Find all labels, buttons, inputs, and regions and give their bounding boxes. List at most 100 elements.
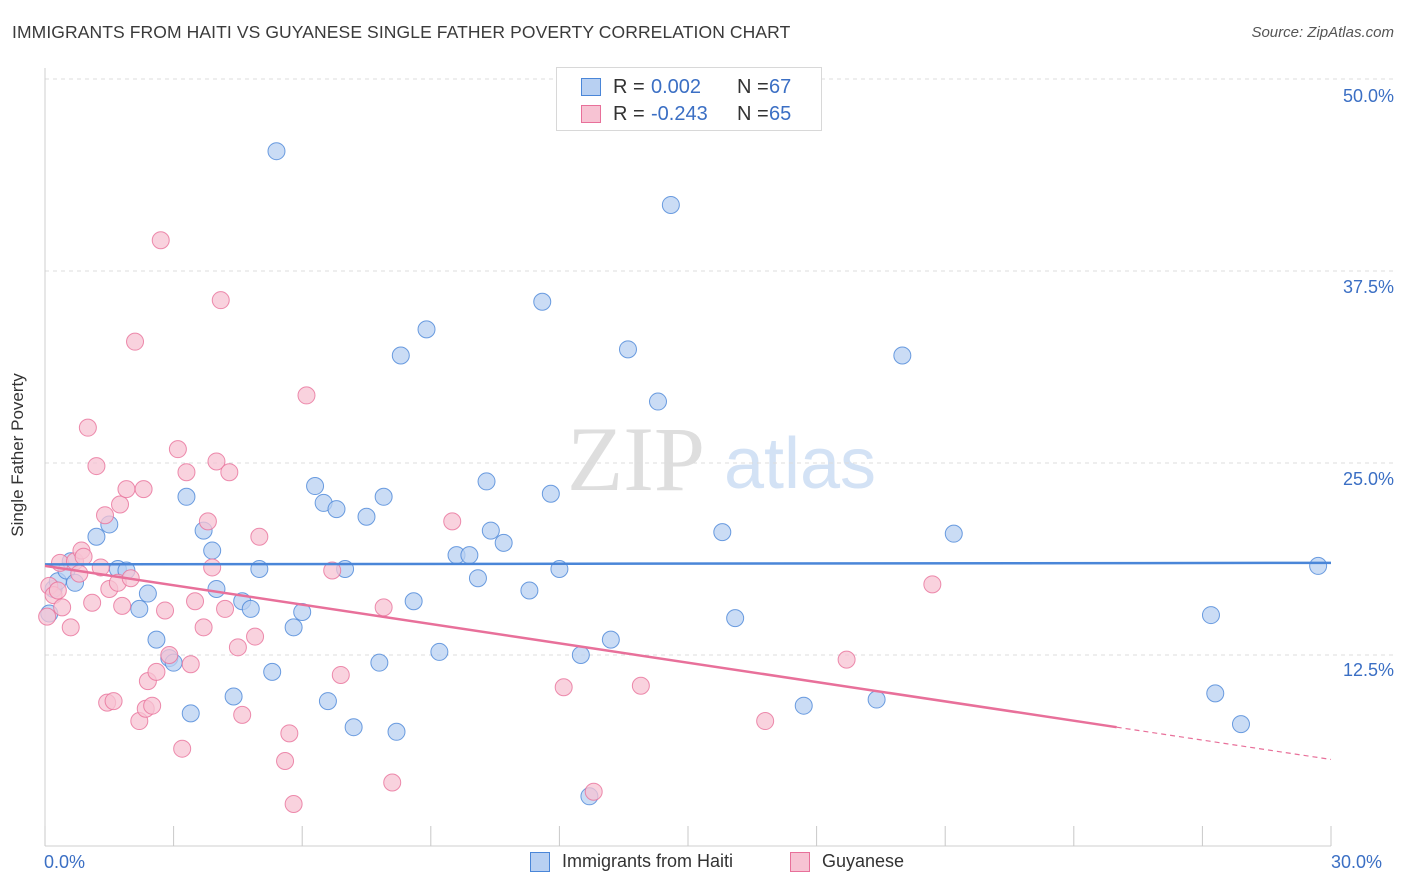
haiti-point [430,642,449,661]
haiti-point [601,630,620,649]
legend-item-haiti[interactable]: Immigrants from Haiti [530,851,733,872]
guyanese-point [74,547,93,566]
haiti-point [893,346,912,365]
guyanese-point [160,646,179,664]
guyanese-point [383,773,402,792]
guyanese-point [104,692,123,711]
guyanese-point [280,724,299,743]
haiti-point [533,292,552,311]
haiti-point [417,320,436,339]
y-tick-label-12-5: 12.5% [1342,660,1394,680]
haiti-point [571,646,590,664]
guyanese-swatch [581,105,601,123]
haiti-swatch [530,851,550,872]
legend-row-guyanese: R = -0.243 N = 65 [581,102,791,126]
haiti-point [1309,556,1328,575]
haiti-point [1206,684,1225,703]
haiti-point [306,477,325,496]
guyanese-trend-line-extension [1116,726,1332,761]
guyanese-point [233,705,252,724]
y-tick-label-50: 50.0% [1342,86,1394,106]
guyanese-point [584,782,603,801]
guyanese-point [216,599,235,618]
legend-item-guyanese[interactable]: Guyanese [790,851,904,872]
guyanese-point [198,512,217,531]
haiti-point [520,581,539,600]
haiti-point [224,687,243,706]
haiti-swatch [581,78,601,96]
guyanese-point [126,332,145,351]
guyanese-point [756,712,775,731]
n-value: 65 [769,102,792,125]
haiti-point [468,569,487,588]
guyanese-point [207,452,226,471]
guyanese-point [211,291,230,310]
watermark-atlas: atlas [724,424,876,504]
y-axis-label: Single Father Poverty [8,373,27,537]
guyanese-point [297,386,316,405]
guyanese-point [117,480,136,499]
guyanese-point [38,607,57,626]
haiti-point [87,527,106,546]
guyanese-point [194,618,213,637]
chart-title: IMMIGRANTS FROM HAITI VS GUYANESE SINGLE… [12,22,791,42]
guyanese-point [443,512,462,531]
guyanese-point [78,418,97,437]
guyanese-swatch [790,851,810,872]
haiti-point [267,142,286,161]
guyanese-point [177,463,196,482]
guyanese-point [96,506,115,525]
haiti-point [263,662,282,681]
haiti-point [618,340,637,359]
haiti-point [391,346,410,365]
haiti-trend-line [44,561,1332,566]
guyanese-point [83,593,102,612]
haiti-point [404,592,423,611]
guyanese-point [631,676,650,695]
legend-label-guyanese: Guyanese [822,851,905,871]
r-label: R = [613,102,645,125]
haiti-point [541,484,560,503]
haiti-point [648,392,667,411]
guyanese-point [48,581,67,600]
n-label: N = [737,75,769,98]
guyanese-point [168,440,187,459]
haiti-point [867,690,886,709]
haiti-point [494,533,513,552]
guyanese-point [228,638,247,657]
y-tick-label-25: 25.0% [1342,469,1394,489]
haiti-point [481,521,500,540]
guyanese-point [203,558,222,577]
guyanese-point [323,561,342,580]
haiti-point [181,704,200,723]
haiti-point [207,579,226,598]
haiti-point [177,487,196,506]
guyanese-point [181,655,200,674]
haiti-point [794,696,813,715]
r-value: 0.002 [651,75,702,98]
guyanese-trend-line [44,564,1117,729]
legend-row-haiti: R = 0.002 N = 67 [581,75,791,99]
haiti-point [327,500,346,519]
guyanese-point [284,794,303,813]
haiti-point [477,472,496,491]
source-label: Source: ZipAtlas.com [1251,24,1394,41]
guyanese-point [113,596,132,615]
haiti-point [284,618,303,637]
guyanese-point [837,650,856,669]
guyanese-point [111,495,130,514]
haiti-point [1201,606,1220,625]
guyanese-point [70,564,89,583]
guyanese-point [151,231,170,250]
x-tick-label-min: 0.0% [44,852,86,872]
haiti-point [357,507,376,526]
haiti-point [944,524,963,543]
haiti-point [726,609,745,628]
guyanese-point [156,601,175,620]
haiti-point [344,718,363,737]
guyanese-point [134,480,153,499]
haiti-point [138,584,157,603]
r-value: -0.243 [651,102,708,125]
haiti-point [460,546,479,565]
